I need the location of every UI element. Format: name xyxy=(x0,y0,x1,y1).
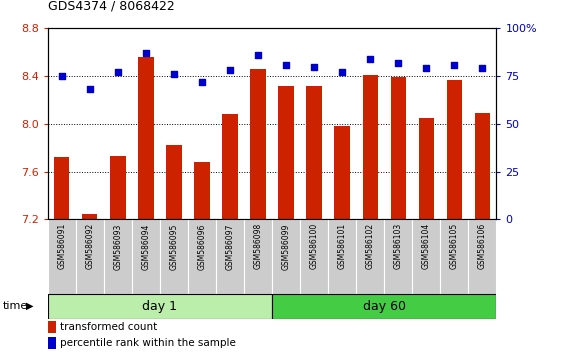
Bar xyxy=(132,219,160,294)
Text: ▶: ▶ xyxy=(26,301,33,311)
Bar xyxy=(166,145,182,219)
Bar xyxy=(384,219,412,294)
Bar xyxy=(48,294,272,319)
Text: GSM586093: GSM586093 xyxy=(113,223,122,270)
Text: GSM586097: GSM586097 xyxy=(226,223,234,270)
Bar xyxy=(362,75,378,219)
Point xyxy=(57,73,66,79)
Bar xyxy=(272,294,496,319)
Bar xyxy=(278,86,294,219)
Point xyxy=(254,52,263,58)
Point xyxy=(394,60,403,65)
Bar xyxy=(82,213,98,219)
Bar xyxy=(188,219,216,294)
Bar xyxy=(419,118,434,219)
Bar xyxy=(306,86,322,219)
Text: time: time xyxy=(3,301,28,311)
Text: GSM586095: GSM586095 xyxy=(169,223,178,270)
Point xyxy=(226,68,234,73)
Bar xyxy=(328,219,356,294)
Point xyxy=(422,65,431,71)
Text: GSM586106: GSM586106 xyxy=(478,223,487,269)
Point xyxy=(338,69,347,75)
Point xyxy=(450,62,459,68)
Bar xyxy=(412,219,440,294)
Point xyxy=(478,65,487,71)
Bar xyxy=(356,219,384,294)
Text: GSM586101: GSM586101 xyxy=(338,223,347,269)
Text: GSM586104: GSM586104 xyxy=(422,223,431,269)
Point xyxy=(197,79,206,85)
Point xyxy=(282,62,291,68)
Text: GDS4374 / 8068422: GDS4374 / 8068422 xyxy=(48,0,174,12)
Bar xyxy=(110,156,126,219)
Point xyxy=(169,72,178,77)
Bar xyxy=(440,219,468,294)
Bar xyxy=(48,337,56,349)
Text: GSM586096: GSM586096 xyxy=(197,223,206,270)
Bar xyxy=(468,219,496,294)
Point xyxy=(141,50,150,56)
Bar xyxy=(222,114,238,219)
Bar xyxy=(54,158,70,219)
Point xyxy=(366,56,375,62)
Text: GSM586099: GSM586099 xyxy=(282,223,291,270)
Bar xyxy=(194,162,210,219)
Text: day 1: day 1 xyxy=(142,300,177,313)
Point xyxy=(113,69,122,75)
Bar xyxy=(104,219,132,294)
Point xyxy=(310,64,319,69)
Text: GSM586105: GSM586105 xyxy=(450,223,459,269)
Text: GSM586091: GSM586091 xyxy=(57,223,66,269)
Bar xyxy=(300,219,328,294)
Text: GSM586103: GSM586103 xyxy=(394,223,403,269)
Bar xyxy=(216,219,244,294)
Bar xyxy=(447,80,462,219)
Bar xyxy=(244,219,272,294)
Bar xyxy=(160,219,188,294)
Bar xyxy=(48,219,76,294)
Bar xyxy=(272,219,300,294)
Text: day 60: day 60 xyxy=(363,300,406,313)
Text: GSM586094: GSM586094 xyxy=(141,223,150,270)
Text: transformed count: transformed count xyxy=(60,322,158,332)
Text: GSM586102: GSM586102 xyxy=(366,223,375,269)
Bar xyxy=(334,126,350,219)
Text: GSM586100: GSM586100 xyxy=(310,223,319,269)
Text: percentile rank within the sample: percentile rank within the sample xyxy=(60,338,236,348)
Text: GSM586092: GSM586092 xyxy=(85,223,94,269)
Bar xyxy=(475,113,490,219)
Point xyxy=(85,87,94,92)
Bar xyxy=(76,219,104,294)
Bar xyxy=(390,77,406,219)
Bar xyxy=(48,321,56,333)
Text: GSM586098: GSM586098 xyxy=(254,223,263,269)
Bar xyxy=(250,69,266,219)
Bar xyxy=(138,57,154,219)
